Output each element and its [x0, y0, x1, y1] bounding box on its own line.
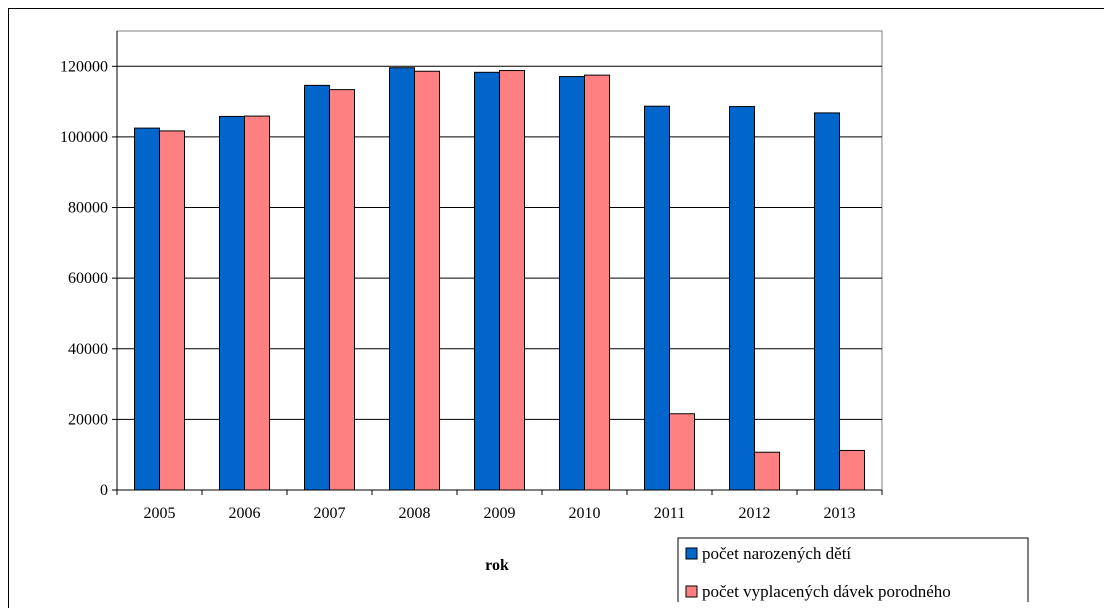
bar-born-2011	[644, 105, 670, 491]
x-tick-label: 2007	[314, 505, 346, 522]
bar-paid-2009	[499, 70, 525, 491]
bar-born-2012	[729, 106, 755, 491]
legend[interactable]: počet narozených dětí počet vyplacených …	[677, 537, 1029, 602]
y-tick-label: 120000	[60, 58, 108, 75]
bar-born-2005	[134, 127, 160, 491]
y-axis-ticks: 0 20000 40000 60000 80000 100000 120000	[60, 58, 117, 499]
x-tick-label: 2009	[484, 505, 516, 522]
bar-paid-2012	[754, 451, 780, 491]
y-tick-label: 0	[100, 482, 108, 499]
y-tick-label: 100000	[60, 129, 108, 146]
x-axis-title: rok	[485, 557, 509, 574]
y-tick-label: 60000	[68, 270, 108, 287]
bar-born-2008	[389, 67, 415, 491]
bar-paid-2005	[159, 130, 185, 491]
x-tick-label: 2005	[144, 505, 176, 522]
bar-paid-2006	[244, 115, 270, 491]
bar-paid-2013	[839, 449, 865, 491]
x-axis-ticks: 2005 2006 2007 2008 2009 2010 2011 2012 2013	[116, 490, 883, 522]
bars	[134, 67, 865, 491]
x-tick-label: 2008	[399, 505, 431, 522]
x-tick-label: 2013	[824, 505, 856, 522]
legend-label-paid: počet vyplacených dávek porodného	[702, 582, 951, 601]
legend-swatch-born	[685, 547, 698, 560]
bar-paid-2011	[669, 413, 695, 491]
legend-label-born: počet narozených dětí	[702, 544, 851, 563]
chart-frame	[8, 8, 1104, 608]
bar-paid-2010	[584, 74, 610, 491]
x-tick-label: 2011	[654, 505, 685, 522]
y-tick-label: 80000	[68, 200, 108, 217]
bar-born-2007	[304, 84, 330, 491]
bar-born-2006	[219, 115, 245, 491]
x-tick-label: 2010	[569, 505, 601, 522]
legend-swatch-paid	[685, 585, 698, 598]
y-tick-label: 20000	[68, 411, 108, 428]
bar-born-2009	[474, 71, 500, 491]
legend-box	[677, 537, 1029, 602]
y-tick-label: 40000	[68, 341, 108, 358]
bar-born-2013	[814, 112, 840, 491]
x-tick-label: 2012	[739, 505, 771, 522]
bar-paid-2008	[414, 70, 440, 491]
bar-born-2010	[559, 76, 585, 491]
bar-paid-2007	[329, 89, 355, 491]
x-tick-label: 2006	[229, 505, 261, 522]
